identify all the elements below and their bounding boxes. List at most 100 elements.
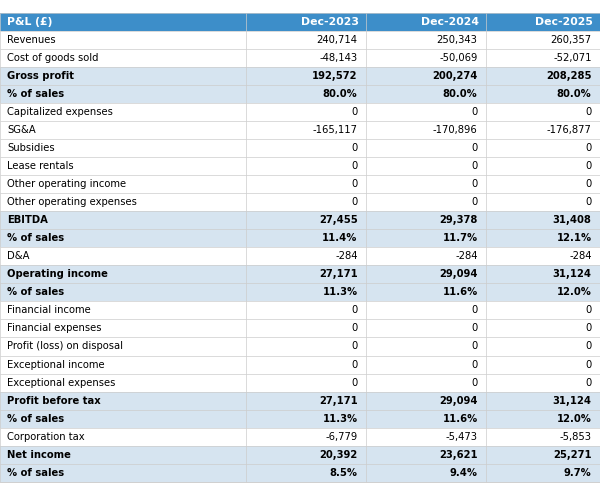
Bar (246, 374, 366, 392)
Bar (0, 67, 246, 85)
Bar (486, 13, 600, 31)
Bar (0, 85, 246, 103)
Text: Revenues: Revenues (7, 35, 56, 45)
Bar (366, 374, 486, 392)
Text: 27,171: 27,171 (319, 396, 358, 405)
Text: P&L (£): P&L (£) (7, 17, 53, 27)
Bar (366, 175, 486, 193)
Text: 29,094: 29,094 (439, 396, 478, 405)
Bar (0, 265, 246, 283)
Text: 0: 0 (352, 143, 358, 153)
Text: Capitalized expenses: Capitalized expenses (7, 107, 113, 117)
Bar (366, 283, 486, 301)
Bar (0, 319, 246, 338)
Text: 0: 0 (586, 342, 592, 352)
Bar (366, 428, 486, 446)
Bar (246, 139, 366, 157)
Bar (246, 283, 366, 301)
Bar (246, 409, 366, 428)
Bar (0, 464, 246, 482)
Text: 208,285: 208,285 (546, 71, 592, 81)
Text: D&A: D&A (7, 252, 30, 261)
Text: 0: 0 (586, 197, 592, 207)
Text: Gross profit: Gross profit (7, 71, 74, 81)
Text: Financial expenses: Financial expenses (7, 323, 102, 333)
Bar (0, 446, 246, 464)
Text: Corporation tax: Corporation tax (7, 432, 85, 442)
Bar (0, 356, 246, 374)
Text: % of sales: % of sales (7, 413, 64, 424)
Bar (0, 157, 246, 175)
Text: 0: 0 (586, 323, 592, 333)
Text: Cost of goods sold: Cost of goods sold (7, 53, 98, 63)
Bar (246, 211, 366, 229)
Bar (366, 409, 486, 428)
Text: 0: 0 (472, 107, 478, 117)
Bar (0, 49, 246, 67)
Bar (246, 13, 366, 31)
Text: -170,896: -170,896 (433, 125, 478, 135)
Text: 0: 0 (472, 360, 478, 370)
Text: 0: 0 (472, 342, 478, 352)
Text: Other operating expenses: Other operating expenses (7, 197, 137, 207)
Text: 20,392: 20,392 (319, 450, 358, 460)
Text: -176,877: -176,877 (547, 125, 592, 135)
Bar (366, 31, 486, 49)
Text: -6,779: -6,779 (325, 432, 358, 442)
Bar (246, 301, 366, 319)
Text: % of sales: % of sales (7, 287, 64, 297)
Bar (486, 265, 600, 283)
Bar (246, 49, 366, 67)
Bar (366, 356, 486, 374)
Bar (366, 121, 486, 139)
Bar (486, 103, 600, 121)
Text: % of sales: % of sales (7, 468, 64, 478)
Bar (486, 283, 600, 301)
Bar (246, 67, 366, 85)
Text: Dec-2023: Dec-2023 (301, 17, 359, 27)
Bar (0, 301, 246, 319)
Bar (366, 464, 486, 482)
Text: 27,455: 27,455 (319, 215, 358, 225)
Bar (486, 409, 600, 428)
Bar (486, 374, 600, 392)
Text: Net income: Net income (7, 450, 71, 460)
Text: 23,621: 23,621 (439, 450, 478, 460)
Text: 250,343: 250,343 (437, 35, 478, 45)
Bar (486, 464, 600, 482)
Text: 11.3%: 11.3% (322, 287, 358, 297)
Bar (366, 157, 486, 175)
Text: 9.7%: 9.7% (564, 468, 592, 478)
Text: 0: 0 (352, 360, 358, 370)
Bar (486, 85, 600, 103)
Text: -284: -284 (335, 252, 358, 261)
Bar (366, 211, 486, 229)
Bar (486, 229, 600, 247)
Text: -284: -284 (569, 252, 592, 261)
Text: 0: 0 (586, 107, 592, 117)
Text: 0: 0 (586, 378, 592, 388)
Bar (0, 247, 246, 265)
Text: Exceptional income: Exceptional income (7, 360, 105, 370)
Bar (246, 193, 366, 211)
Bar (0, 229, 246, 247)
Bar (246, 319, 366, 338)
Text: 240,714: 240,714 (317, 35, 358, 45)
Bar (246, 356, 366, 374)
Bar (0, 374, 246, 392)
Text: 0: 0 (472, 143, 478, 153)
Bar (366, 13, 486, 31)
Bar (486, 247, 600, 265)
Text: 31,124: 31,124 (553, 396, 592, 405)
Text: -48,143: -48,143 (319, 53, 358, 63)
Text: 9.4%: 9.4% (449, 468, 478, 478)
Bar (0, 428, 246, 446)
Text: 12.0%: 12.0% (557, 287, 592, 297)
Text: 0: 0 (586, 179, 592, 189)
Bar (366, 338, 486, 356)
Bar (0, 211, 246, 229)
Text: EBITDA: EBITDA (7, 215, 48, 225)
Bar (366, 67, 486, 85)
Bar (486, 428, 600, 446)
Bar (366, 139, 486, 157)
